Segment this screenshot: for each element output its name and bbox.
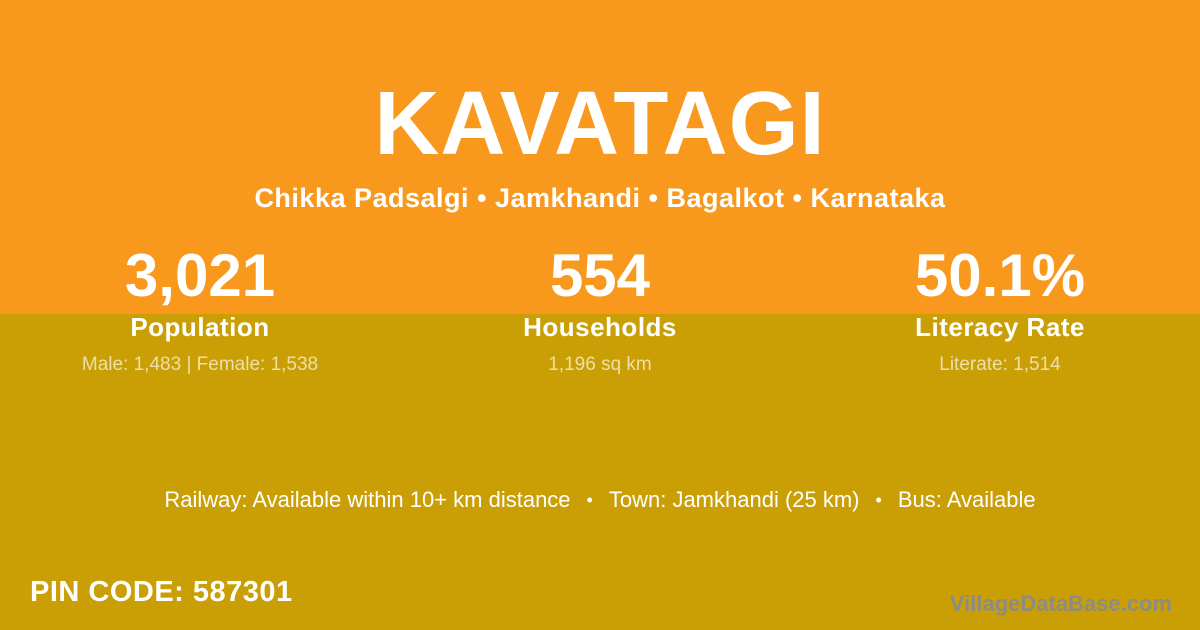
population-label: Population [130, 312, 270, 342]
stat-literacy: 50.1% Literacy Rate Literate: 1,514 [800, 246, 1200, 376]
railway-info: Railway: Available within 10+ km distanc… [164, 487, 571, 512]
literacy-detail: Literate: 1,514 [939, 354, 1061, 375]
households-detail: 1,196 sq km [548, 354, 652, 375]
households-label: Households [523, 312, 677, 342]
transport-info-line: Railway: Available within 10+ km distanc… [0, 486, 1200, 514]
stat-households: 554 Households 1,196 sq km [400, 246, 800, 376]
header-band [0, 0, 1200, 314]
town-info: Town: Jamkhandi (25 km) [608, 487, 860, 512]
households-value: 554 [549, 242, 651, 309]
watermark-brand: VillageDataBase.com [949, 591, 1172, 616]
population-value: 3,021 [124, 242, 276, 309]
literacy-label: Literacy Rate [915, 312, 1085, 342]
bullet-separator: • [586, 490, 593, 510]
village-name-title: KAVATAGI [374, 74, 826, 174]
bus-info: Bus: Available [897, 487, 1036, 512]
stats-row: 3,021 Population Male: 1,483 | Female: 1… [0, 246, 1200, 376]
population-detail: Male: 1,483 | Female: 1,538 [81, 354, 319, 375]
literacy-value: 50.1% [914, 242, 1086, 309]
bullet-separator: • [875, 490, 882, 510]
stat-population: 3,021 Population Male: 1,483 | Female: 1… [0, 246, 400, 376]
pin-code-label: PIN CODE: 587301 [30, 576, 293, 608]
location-breadcrumb: Chikka Padsalgi • Jamkhandi • Bagalkot •… [254, 183, 946, 213]
